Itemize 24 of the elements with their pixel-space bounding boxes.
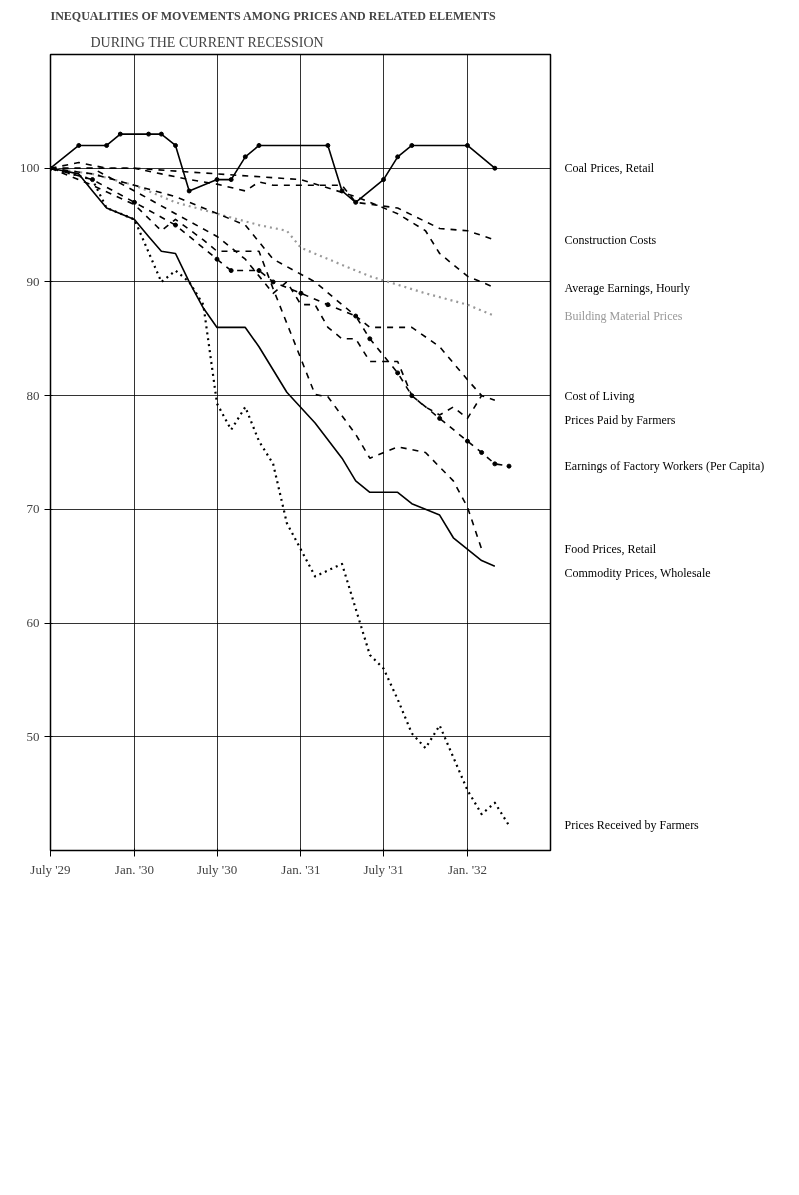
text: Construction Costs [564,232,657,247]
text: Coal Prices, Retail [564,161,655,176]
text: Average Earnings, Hourly [564,280,690,295]
text: Prices Received by Farmers [564,818,700,833]
chart-subtitle: DURING THE CURRENT RECESSION [90,34,324,50]
text: Cost of Living [564,388,635,403]
x-tick-label: Jan. '31 [281,861,321,877]
y-tick-label: 60 [26,615,40,631]
y-tick-label: 80 [26,387,40,403]
text: Prices Paid by Farmers [564,412,676,427]
x-tick-label: July '30 [196,861,238,877]
y-tick-label: 50 [26,728,40,744]
text: Earnings of Factory Workers (Per Capita) [564,459,765,474]
x-tick-label: Jan. '32 [447,861,488,877]
text: Food Prices, Retail [564,542,657,557]
chart-title: INEQUALITIES OF MOVEMENTS AMONG PRICES AND RELATED ELEMENTS [50,8,496,23]
y-tick-label: 100 [20,160,40,176]
text: Commodity Prices, Wholesale [564,566,711,581]
x-tick-label: July '29 [30,861,71,877]
x-tick-label: Jan. '30 [114,861,155,877]
x-tick-label: July '31 [363,861,404,877]
text: Building Material Prices [564,309,683,324]
y-tick-label: 90 [26,273,40,289]
y-tick-label: 70 [26,501,40,517]
